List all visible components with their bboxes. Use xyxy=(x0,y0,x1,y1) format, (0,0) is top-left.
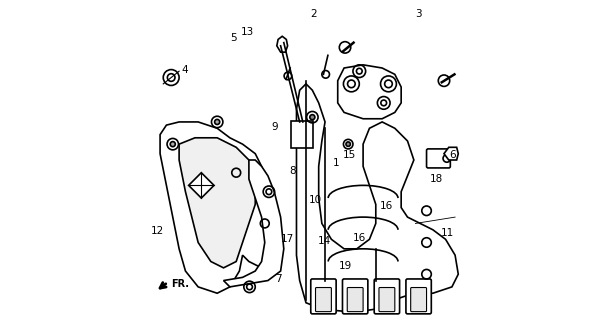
Text: 17: 17 xyxy=(282,234,294,244)
Text: 9: 9 xyxy=(271,122,278,132)
Circle shape xyxy=(170,142,175,147)
Text: 16: 16 xyxy=(353,233,367,243)
FancyBboxPatch shape xyxy=(311,279,336,314)
Text: 2: 2 xyxy=(311,9,317,19)
FancyBboxPatch shape xyxy=(379,288,395,312)
Polygon shape xyxy=(444,147,458,160)
Polygon shape xyxy=(179,138,255,268)
Circle shape xyxy=(310,115,315,120)
Polygon shape xyxy=(296,84,458,312)
Text: 6: 6 xyxy=(450,150,456,160)
Text: 8: 8 xyxy=(289,166,296,176)
FancyBboxPatch shape xyxy=(411,288,427,312)
Text: 3: 3 xyxy=(416,9,422,19)
Polygon shape xyxy=(223,160,284,287)
Polygon shape xyxy=(188,173,214,198)
FancyBboxPatch shape xyxy=(316,288,331,312)
Text: 5: 5 xyxy=(230,33,237,43)
Text: 16: 16 xyxy=(380,201,393,211)
FancyBboxPatch shape xyxy=(291,121,313,148)
FancyBboxPatch shape xyxy=(406,279,431,314)
Circle shape xyxy=(215,119,220,124)
Text: 15: 15 xyxy=(343,150,356,160)
Text: 14: 14 xyxy=(318,236,331,246)
Text: 19: 19 xyxy=(339,261,353,271)
FancyBboxPatch shape xyxy=(427,149,450,168)
Text: 10: 10 xyxy=(308,195,321,205)
Text: FR.: FR. xyxy=(171,279,189,289)
FancyBboxPatch shape xyxy=(374,279,400,314)
Text: 12: 12 xyxy=(151,226,164,236)
Circle shape xyxy=(346,142,351,146)
Text: 4: 4 xyxy=(182,65,188,75)
Polygon shape xyxy=(160,122,281,293)
Text: 1: 1 xyxy=(333,158,340,168)
Polygon shape xyxy=(277,36,288,52)
Text: 13: 13 xyxy=(241,27,254,36)
Polygon shape xyxy=(338,65,401,119)
Text: 11: 11 xyxy=(441,228,453,238)
Text: 18: 18 xyxy=(430,174,442,184)
FancyBboxPatch shape xyxy=(343,279,368,314)
Text: 7: 7 xyxy=(275,274,282,284)
FancyBboxPatch shape xyxy=(347,288,363,312)
